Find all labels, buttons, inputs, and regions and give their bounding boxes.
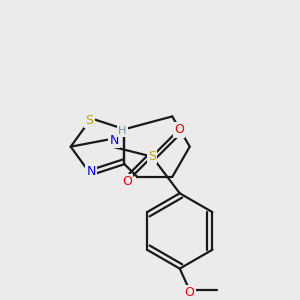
Text: N: N	[87, 166, 96, 178]
Text: S: S	[85, 114, 93, 127]
Text: N: N	[110, 134, 119, 147]
Text: O: O	[185, 286, 195, 299]
Text: H: H	[118, 126, 126, 136]
Text: O: O	[122, 175, 132, 188]
Text: O: O	[174, 123, 184, 136]
Text: S: S	[148, 150, 156, 163]
